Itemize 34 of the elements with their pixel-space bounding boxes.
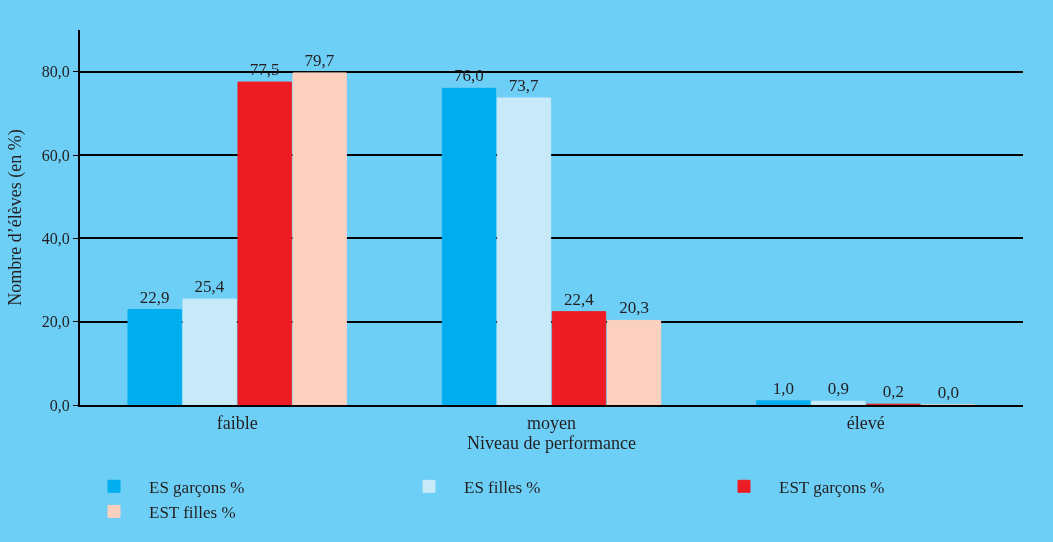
data-label: 25,4 bbox=[194, 277, 225, 297]
legend-label: EST garçons % bbox=[779, 477, 885, 497]
y-tick-label: 0,0 bbox=[49, 396, 70, 414]
bar bbox=[182, 298, 237, 405]
y-axis-title: Nombre d’élèves (en %) bbox=[5, 129, 27, 306]
legend-label: ES garçons % bbox=[149, 477, 245, 497]
legend-label: EST filles % bbox=[149, 503, 236, 523]
data-label: 0,9 bbox=[827, 379, 849, 399]
bar bbox=[496, 97, 552, 405]
x-axis-title: Niveau de performance bbox=[467, 433, 636, 454]
bar bbox=[127, 309, 182, 405]
bar bbox=[756, 400, 811, 405]
y-tick-label: 40,0 bbox=[41, 229, 70, 247]
y-tick-label: 60,0 bbox=[41, 146, 70, 164]
bar bbox=[441, 87, 497, 405]
data-label: 20,3 bbox=[619, 298, 649, 318]
x-tick-label: faible bbox=[216, 412, 258, 433]
bar bbox=[292, 72, 347, 405]
data-label: 0,0 bbox=[937, 383, 959, 402]
data-label: 22,4 bbox=[563, 289, 595, 309]
data-label: 1,0 bbox=[772, 378, 794, 398]
y-tick-label: 20,0 bbox=[41, 313, 70, 331]
bar bbox=[551, 311, 607, 405]
data-label: 79,7 bbox=[304, 50, 335, 70]
bar bbox=[606, 319, 662, 405]
legend-label: ES filles % bbox=[464, 477, 541, 497]
x-tick-label: élevé bbox=[846, 412, 885, 433]
data-label: 73,7 bbox=[508, 75, 540, 95]
bar bbox=[237, 81, 292, 405]
x-tick-label: moyen bbox=[527, 412, 576, 433]
data-label: 22,9 bbox=[139, 287, 170, 307]
data-label: 0,2 bbox=[882, 382, 904, 402]
y-tick-label: 80,0 bbox=[41, 63, 70, 81]
bar bbox=[811, 400, 866, 405]
